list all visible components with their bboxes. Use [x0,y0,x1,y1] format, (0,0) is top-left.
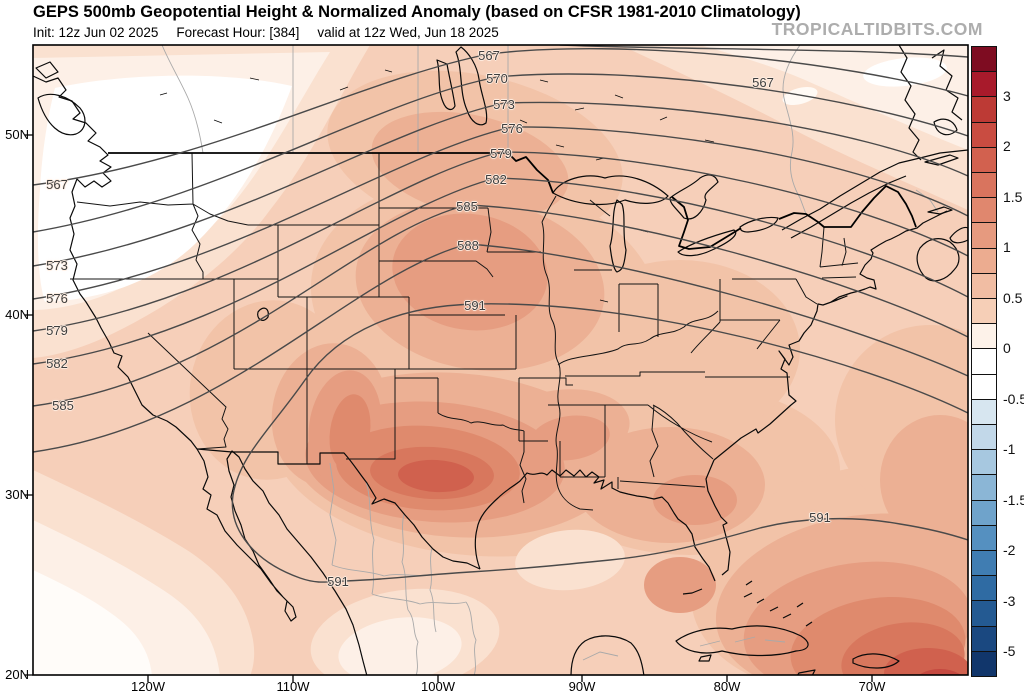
colorbar-cell-16 [972,449,996,475]
colorbar-cell-9 [972,272,996,299]
contour-label-579-10: 579 [490,146,512,161]
contour-label-567-15: 567 [752,75,774,90]
contour-label-567-0: 567 [46,177,68,192]
colorbar-cell-13 [972,373,996,399]
contour-label-573-8: 573 [493,97,515,112]
colorbar-cell-3 [972,121,996,147]
contour-label-576-9: 576 [501,121,523,136]
contour-567 [33,48,968,186]
contour-564 [559,45,968,58]
forecast-hour: Forecast Hour: [384] [176,25,300,40]
colorbar-cell-5 [972,172,996,198]
contour-label-585-5: 585 [52,398,74,413]
contour-label-582-11: 582 [485,172,507,187]
valid-time: valid at 12z Wed, Jun 18 2025 [317,25,499,40]
colorbar-cell-18 [972,499,996,525]
colorbar-label-3: 3 [1003,87,1011,104]
lon-label-80W: 80W [713,679,741,694]
contour-582 [33,177,968,365]
colorbar-label--5: -5 [1003,643,1016,660]
colorbar-label-1: 1 [1003,239,1011,256]
international-border [108,152,917,250]
colorbar-cell-7 [972,222,996,248]
colorbar-label--1.5: -1.5 [1003,491,1024,508]
contour-label-585-12: 585 [456,199,478,214]
contour-label-576-2: 576 [46,291,68,306]
colorbar-cell-6 [972,197,996,223]
contour-label-573-1: 573 [46,258,68,273]
colorbar-cell-23 [972,625,996,651]
contour-label-591-16: 591 [327,574,349,589]
colorbar-cell-1 [972,71,996,97]
colorbar-label--1: -1 [1003,441,1016,458]
contour-570 [33,73,968,233]
contour-label-588-13: 588 [457,238,479,253]
colorbar-cell-2 [972,96,996,122]
colorbar-label--3: -3 [1003,592,1016,609]
height-contours [33,45,968,583]
colorbar-cell-24 [972,650,996,677]
colorbar-cell-4 [972,146,996,173]
lon-label-100W: 100W [421,679,455,694]
anomaly-shading [33,45,968,675]
contour-label-570-7: 570 [486,71,508,86]
lat-label-30N: 30N [5,487,29,502]
colorbar-cell-11 [972,323,996,349]
lat-label-20N: 20N [5,667,29,682]
colorbar-cell-14 [972,398,996,425]
colorbar-label-2: 2 [1003,138,1011,155]
lon-label-120W: 120W [131,679,165,694]
contour-576 [33,126,968,300]
contour-591 [231,303,968,583]
map-frame [32,44,969,676]
colorbar-cell-22 [972,600,996,626]
watermark: TROPICALTIDBITS.COM [771,19,983,39]
contour-588 [33,243,968,453]
colorbar-label-0.5: 0.5 [1003,289,1023,306]
contour-573 [33,101,968,267]
colorbar-label-1.5: 1.5 [1003,188,1023,205]
lon-label-110W: 110W [276,679,310,694]
lon-label-70W: 70W [858,679,886,694]
contour-579 [33,151,968,332]
contour-label-591-14: 591 [464,298,486,313]
contour-label-582-4: 582 [46,356,68,371]
contour-585 [33,204,968,407]
colorbar-cell-17 [972,474,996,500]
colorbar-cell-0 [972,47,996,72]
colorbar-label--0.5: -0.5 [1003,390,1024,407]
chart-title: GEPS 500mb Geopotential Height & Normali… [33,3,801,21]
init-time: Init: 12z Jun 02 2025 [33,25,159,40]
colorbar-cell-10 [972,298,996,324]
colorbar-cell-8 [972,247,996,273]
colorbar-label-0: 0 [1003,340,1011,357]
lat-label-50N: 50N [5,127,29,142]
lon-label-90W: 90W [568,679,596,694]
colorbar-cell-12 [972,348,996,374]
foreign-borders [161,45,939,675]
colorbar [971,46,997,677]
coastlines-and-states [33,45,968,675]
colorbar-cell-15 [972,424,996,450]
chart-subtitle: Init: 12z Jun 02 2025 Forecast Hour: [38… [33,25,499,40]
state-borders [70,152,859,511]
colorbar-cell-20 [972,550,996,576]
colorbar-label--2: -2 [1003,542,1016,559]
contour-label-591-17: 591 [809,510,831,525]
colorbar-cell-21 [972,575,996,601]
contour-label-567-6: 567 [478,48,500,63]
colorbar-cell-19 [972,524,996,551]
contour-label-579-3: 579 [46,323,68,338]
axis-ticks [25,134,873,682]
lat-label-40N: 40N [5,307,29,322]
